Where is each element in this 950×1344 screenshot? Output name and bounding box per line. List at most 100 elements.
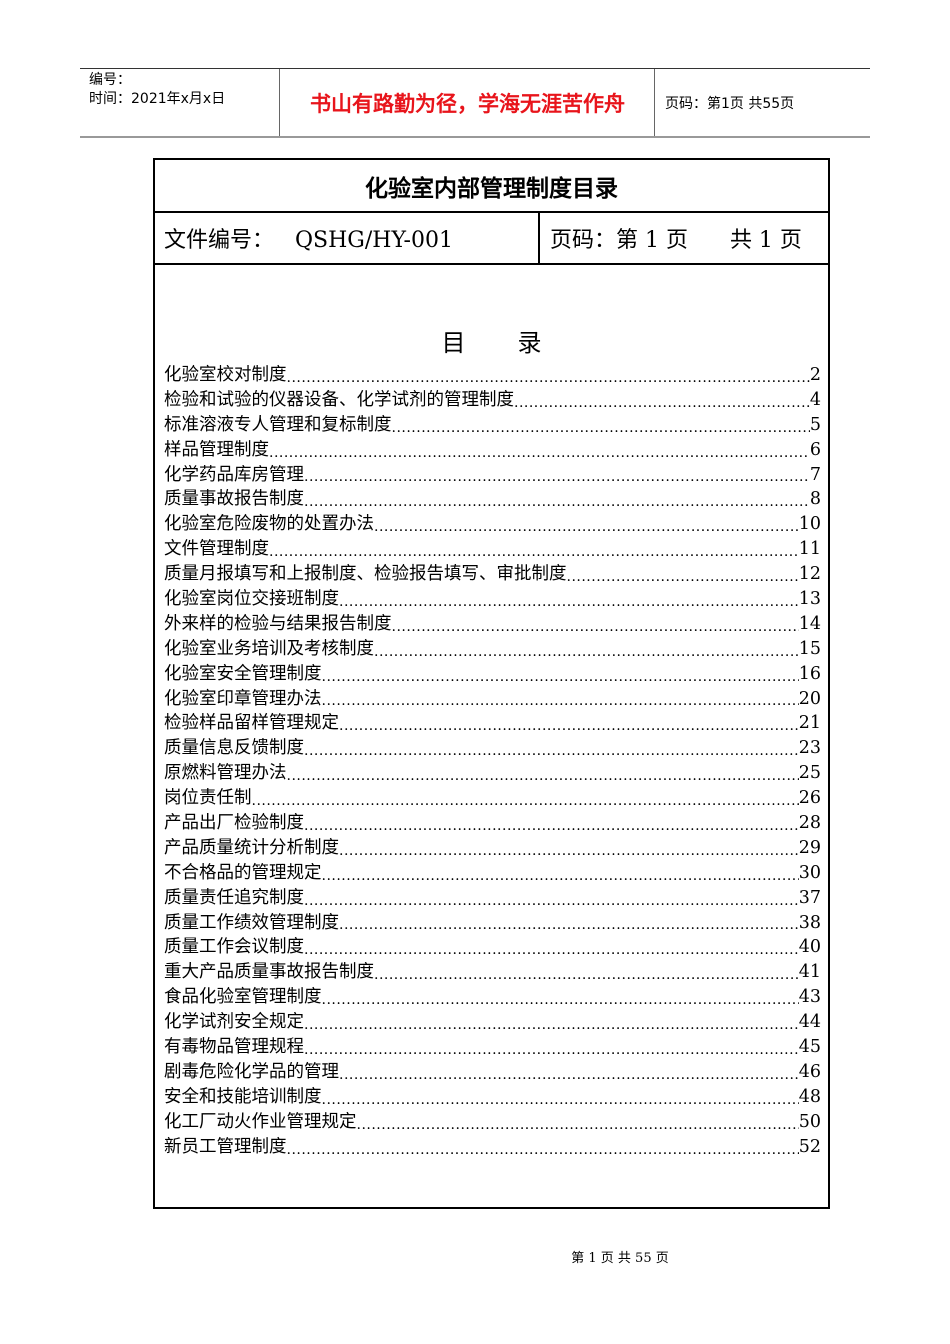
toc-entry-page: 29: [798, 837, 821, 858]
toc-heading-char: 目: [441, 329, 466, 357]
toc-entry-page: 12: [798, 564, 821, 585]
toc-entry-page: 20: [798, 688, 821, 709]
toc-entry-title: 产品质量统计分析制度: [164, 837, 339, 858]
toc-entry[interactable]: 化验室印章管理办法 20: [164, 687, 821, 712]
toc-entry[interactable]: 质量月报填写和上报制度、检验报告填写、审批制度 12: [164, 562, 821, 587]
toc-entry-page: 21: [798, 713, 821, 734]
toc-entry[interactable]: 质量工作绩效管理制度 38: [164, 911, 821, 936]
toc-entry-page: 11: [798, 539, 821, 560]
dot-leader: [304, 1015, 799, 1035]
toc-entry[interactable]: 化验室业务培训及考核制度 15: [164, 637, 821, 662]
dot-leader: [304, 1040, 799, 1060]
dot-leader: [269, 443, 810, 463]
toc-entry-page: 6: [809, 439, 821, 460]
toc-entry-title: 质量工作会议制度: [164, 937, 304, 958]
dot-leader: [374, 965, 799, 985]
toc-entry[interactable]: 安全和技能培训制度 48: [164, 1085, 821, 1110]
toc-entry-page: 50: [798, 1111, 821, 1132]
toc-entry-page: 44: [798, 1012, 821, 1033]
toc-entry[interactable]: 质量工作会议制度 40: [164, 935, 821, 960]
dot-leader: [339, 592, 799, 612]
header-page-info: 页码：第1页 共55页: [665, 95, 795, 112]
toc-entry-page: 16: [798, 663, 821, 684]
toc-entry-title: 安全和技能培训制度: [164, 1086, 322, 1107]
toc-entry-title: 质量工作绩效管理制度: [164, 912, 339, 933]
toc-entry[interactable]: 不合格品的管理规定 30: [164, 861, 821, 886]
toc-entry-page: 26: [798, 788, 821, 809]
toc-entry-title: 检验和试验的仪器设备、化学试剂的管理制度: [164, 389, 514, 410]
toc-entry-page: 8: [809, 489, 821, 510]
document-title: 化验室内部管理制度目录: [155, 160, 828, 213]
toc-entry-title: 质量信息反馈制度: [164, 738, 304, 759]
toc-entry[interactable]: 原燃料管理办法 25: [164, 761, 821, 786]
toc-entry[interactable]: 有毒物品管理规程 45: [164, 1035, 821, 1060]
toc-entry[interactable]: 文件管理制度 11: [164, 537, 821, 562]
toc-entry[interactable]: 产品质量统计分析制度 29: [164, 836, 821, 861]
toc-entry[interactable]: 化学试剂安全规定 44: [164, 1010, 821, 1035]
toc-entry-page: 46: [798, 1061, 821, 1082]
toc-entry-title: 化验室校对制度: [164, 364, 287, 385]
toc-entry-title: 原燃料管理办法: [164, 763, 287, 784]
toc-entry[interactable]: 化验室安全管理制度 16: [164, 662, 821, 687]
toc-entry-page: 30: [798, 862, 821, 883]
toc-entry[interactable]: 产品出厂检验制度 28: [164, 811, 821, 836]
toc-entry-title: 外来样的检验与结果报告制度: [164, 613, 392, 634]
toc-entry-page: 10: [798, 514, 821, 535]
dot-leader: [304, 492, 810, 512]
toc-entry-title: 化验室安全管理制度: [164, 663, 322, 684]
toc-entry-page: 48: [798, 1086, 821, 1107]
dot-leader: [322, 1090, 799, 1110]
dot-leader: [304, 467, 810, 487]
dot-leader: [304, 816, 799, 836]
toc-entry-page: 40: [798, 937, 821, 958]
document-table: 化验室内部管理制度目录 文件编号： QSHG/HY-001 页码：第 1 页 共…: [153, 158, 830, 1209]
toc-entry-page: 13: [798, 589, 821, 609]
dot-leader: [567, 567, 799, 587]
toc-entry-title: 化学试剂安全规定: [164, 1012, 304, 1033]
toc-entry[interactable]: 质量责任追究制度 37: [164, 886, 821, 911]
toc-entry-title: 产品出厂检验制度: [164, 813, 304, 834]
toc-entry[interactable]: 化验室危险废物的处置办法 10: [164, 512, 821, 537]
dot-leader: [304, 891, 799, 911]
toc-entry[interactable]: 检验和试验的仪器设备、化学试剂的管理制度 4: [164, 388, 821, 413]
page-header: 编号： 时间：2021年x月x日 书山有路勤为径，学海无涯苦作舟 页码：第1页 …: [80, 68, 870, 138]
dot-leader: [374, 642, 799, 662]
toc-entry-title: 化学药品库房管理: [164, 464, 304, 485]
toc-entry[interactable]: 外来样的检验与结果报告制度 14: [164, 612, 821, 637]
toc-entry[interactable]: 检验样品留样管理规定 21: [164, 711, 821, 736]
date-label: 时间：2021年x月x日: [89, 91, 226, 107]
dot-leader: [287, 766, 799, 786]
toc-entry[interactable]: 新员工管理制度 52: [164, 1135, 821, 1160]
toc-entry-title: 化工厂动火作业管理规定: [164, 1111, 357, 1132]
toc-entry-page: 23: [798, 738, 821, 759]
toc-entry-page: 52: [798, 1136, 821, 1157]
toc-entry[interactable]: 岗位责任制 26: [164, 786, 821, 811]
toc-entry[interactable]: 标准溶液专人管理和复标制度 5: [164, 413, 821, 438]
toc-entry-page: 25: [798, 763, 821, 784]
toc-entry-title: 重大产品质量事故报告制度: [164, 962, 374, 983]
toc-entry-page: 2: [809, 364, 821, 385]
toc-entry[interactable]: 质量事故报告制度 8: [164, 487, 821, 512]
toc-entry[interactable]: 化验室岗位交接班制度 13: [164, 587, 821, 612]
toc-entry-title: 质量事故报告制度: [164, 489, 304, 510]
toc-entry-title: 检验样品留样管理规定: [164, 713, 339, 734]
dot-leader: [339, 716, 799, 736]
toc-entry-title: 质量责任追究制度: [164, 887, 304, 908]
toc-entry[interactable]: 样品管理制度 6: [164, 438, 821, 463]
toc-entry[interactable]: 重大产品质量事故报告制度 41: [164, 960, 821, 985]
toc-entry-title: 化验室印章管理办法: [164, 688, 322, 709]
header-meta: 编号： 时间：2021年x月x日: [80, 69, 280, 136]
toc-entry[interactable]: 剧毒危险化学品的管理 46: [164, 1060, 821, 1085]
dot-leader: [339, 1065, 799, 1085]
toc-entry[interactable]: 化验室校对制度 2: [164, 363, 821, 388]
toc-entry[interactable]: 食品化验室管理制度 43: [164, 985, 821, 1010]
toc-entry-title: 食品化验室管理制度: [164, 987, 322, 1008]
dot-leader: [339, 915, 799, 935]
document-page: 页码：第 1 页 共 1 页: [550, 228, 802, 253]
toc-entry[interactable]: 化工厂动火作业管理规定 50: [164, 1110, 821, 1135]
toc-entry[interactable]: 质量信息反馈制度 23: [164, 736, 821, 761]
dot-leader: [304, 940, 799, 960]
dot-leader: [357, 1115, 799, 1135]
toc-entry[interactable]: 化学药品库房管理 7: [164, 463, 821, 488]
toc-entry-title: 标准溶液专人管理和复标制度: [164, 414, 392, 435]
